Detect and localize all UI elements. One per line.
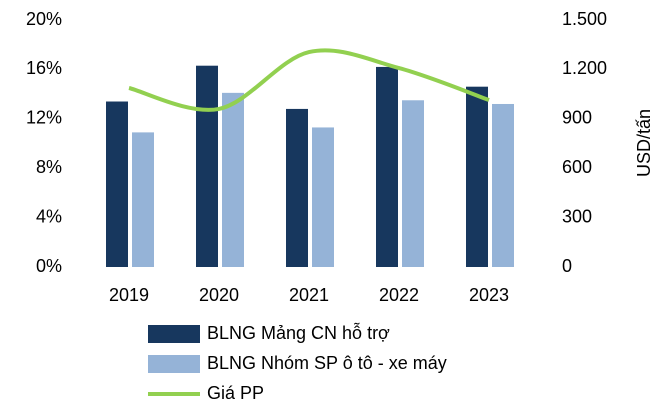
y2-tick-label: 300 [562,206,592,226]
y2-tick-label: 900 [562,108,592,128]
y2-tick-label: 600 [562,157,592,177]
x-tick-label: 2022 [379,285,419,305]
bar [466,86,488,267]
y-tick-label: 12% [26,108,62,128]
y-tick-label: 0% [36,256,62,276]
y-tick-label: 4% [36,206,62,226]
y-tick-label: 16% [26,58,62,78]
legend-swatch [148,325,200,343]
bar [222,92,244,268]
bar [402,100,424,268]
bar [286,108,308,267]
line [128,48,490,112]
legend-label: Giá PP [207,383,264,403]
legend-label: BLNG Mảng CN hỗ trợ [207,322,390,343]
bar [196,65,218,267]
y2-tick-label: 1.500 [562,9,607,29]
x-tick-label: 2021 [289,285,329,305]
bar [492,103,514,267]
y2-axis-title: USD/tấn [634,109,654,177]
x-tick-label: 2020 [199,285,239,305]
legend-label: BLNG Nhóm SP ô tô - xe máy [207,353,447,373]
x-tick-label: 2019 [109,285,149,305]
bar [376,66,398,268]
y-tick-label: 8% [36,157,62,177]
bar [132,132,154,267]
bar [106,101,128,267]
y2-tick-label: 0 [562,256,572,276]
bar [312,127,334,267]
x-tick-label: 2023 [469,285,509,305]
legend-swatch [148,355,200,373]
y2-tick-label: 1.200 [562,58,607,78]
y-tick-label: 20% [26,9,62,29]
